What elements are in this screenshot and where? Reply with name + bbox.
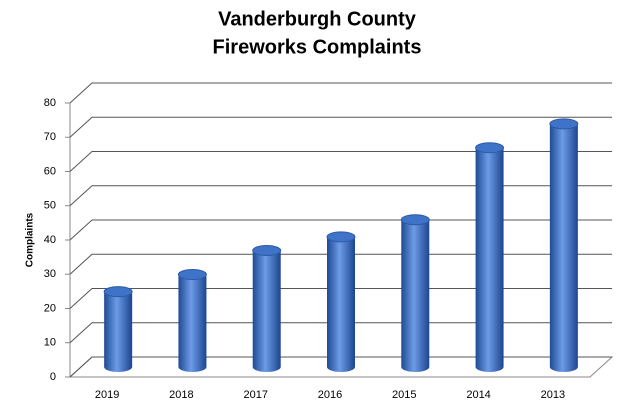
bar-part (327, 236, 355, 372)
x-tick-label: 2013 (541, 389, 565, 401)
bar (103, 286, 133, 372)
bar (252, 245, 282, 372)
y-tick-label: 70 (44, 131, 56, 143)
y-tick-label: 30 (44, 268, 56, 280)
chart-title: Vanderburgh County (218, 8, 417, 30)
bar-part (549, 118, 579, 130)
bar-part (104, 291, 133, 372)
y-tick-label: 40 (44, 234, 56, 246)
grid-line (69, 185, 612, 207)
grid-line (69, 356, 612, 378)
x-tick-label: 2015 (392, 389, 416, 401)
bar-part (178, 274, 207, 372)
y-tick-label: 10 (44, 337, 56, 349)
grid-line (69, 322, 612, 344)
bar-part (177, 269, 207, 281)
x-tick-label: 2019 (95, 389, 119, 401)
bar (400, 214, 430, 372)
y-tick-label: 60 (44, 165, 56, 177)
bar (549, 118, 579, 372)
x-tick-label: 2016 (318, 389, 342, 401)
bar-part (549, 123, 578, 372)
x-tick-label: 2018 (169, 389, 193, 401)
grid-line (69, 253, 612, 275)
grid-line (69, 82, 612, 104)
bar-part (475, 147, 504, 372)
bar-part (400, 214, 430, 226)
bar (475, 142, 505, 372)
bar-part (475, 142, 505, 154)
bar-part (401, 219, 430, 372)
bar-part (326, 231, 356, 243)
y-tick-label: 50 (44, 200, 56, 212)
bar-part (103, 286, 133, 298)
x-tick-label: 2014 (466, 389, 490, 401)
grid-line (69, 116, 612, 138)
y-axis-label: Complaints (25, 212, 36, 267)
grid-line (69, 219, 612, 241)
bar-part (252, 250, 281, 372)
x-tick-label: 2017 (243, 389, 267, 401)
y-tick-label: 20 (44, 302, 56, 314)
grid-line (69, 151, 612, 172)
grid-line (69, 288, 612, 309)
chart-title: Fireworks Complaints (213, 36, 422, 58)
bar-part (252, 245, 282, 257)
bar (326, 231, 356, 372)
y-tick-label: 80 (44, 97, 56, 109)
y-tick-label: 0 (50, 371, 56, 383)
bar (177, 269, 207, 372)
